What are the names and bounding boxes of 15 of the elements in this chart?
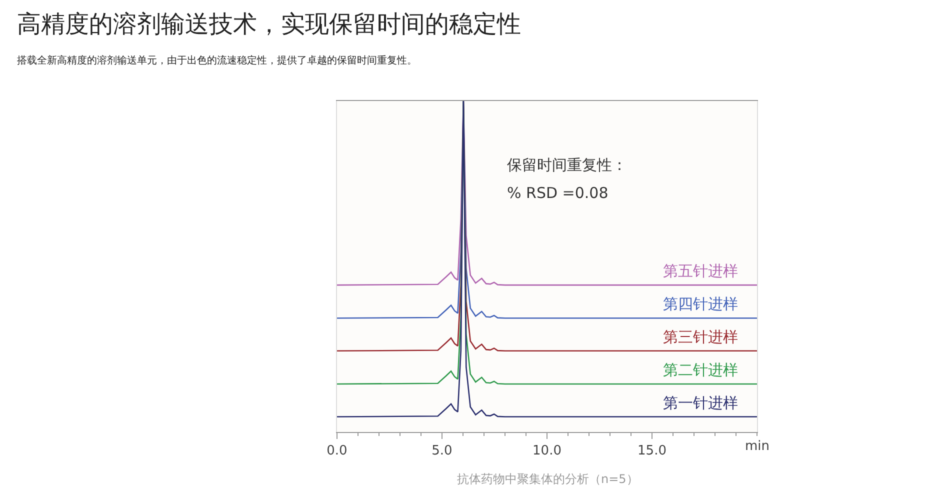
- text: 搭载全新高精度的溶剂输送单元，由于出色的流速稳定性，提供了卓越的保留时间重复性。: [16, 54, 417, 66]
- series-label: 第五针进样: [663, 262, 738, 280]
- annotation: % RSD =0.08: [507, 184, 608, 202]
- x-axis-title: min: [745, 439, 770, 454]
- series-label: 第三针进样: [663, 328, 738, 346]
- x-tick-label: 10.0: [532, 444, 562, 459]
- x-tick-label: 15.0: [638, 444, 666, 459]
- x-tick-label: 5.0: [432, 444, 452, 459]
- series-label: 第一针进样: [663, 394, 738, 412]
- series-label: 第二针进样: [663, 361, 738, 379]
- annotation: 保留时间重复性：: [507, 156, 627, 174]
- chart-title: 高精度的溶剂输送技术，实现保留时间的稳定性: [16, 10, 521, 38]
- x-tick-label: 0.0: [326, 444, 348, 459]
- series-label: 第四针进样: [663, 295, 738, 313]
- text: 抗体药物中聚集体的分析（n=5）: [457, 472, 638, 486]
